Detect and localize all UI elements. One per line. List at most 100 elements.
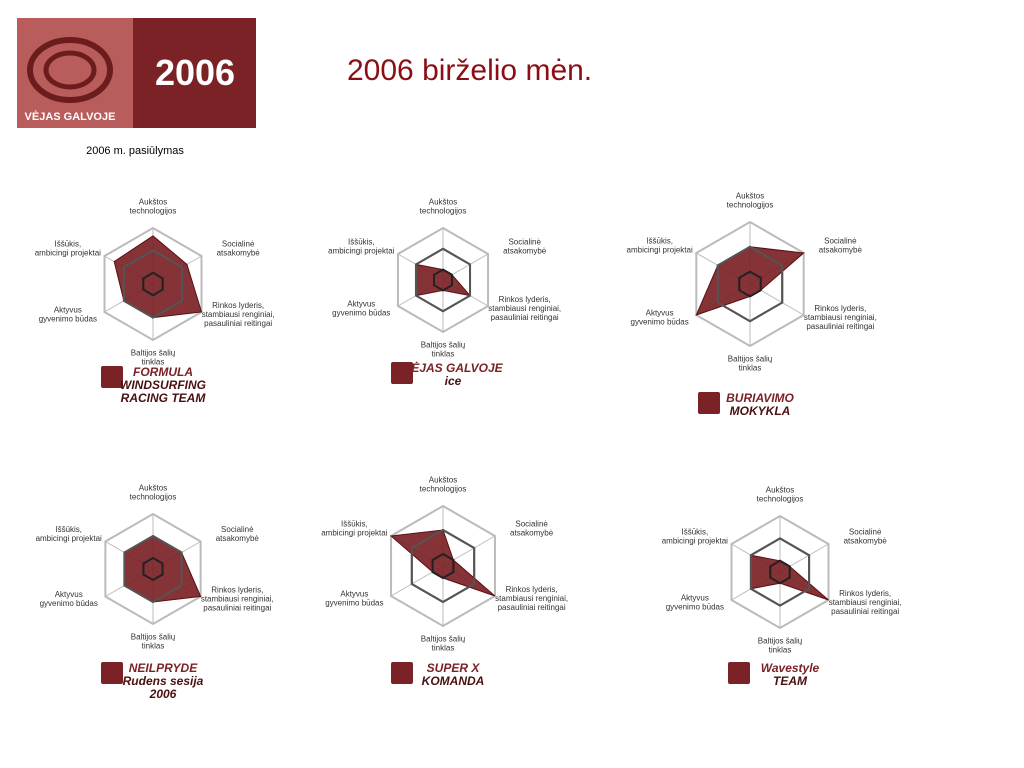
axis-label: pasauliniai reitingai	[831, 607, 899, 616]
axis-label: technologijos	[130, 493, 177, 502]
caption: ice	[445, 374, 462, 388]
axis-label: Rinkos lyderis,	[212, 301, 264, 310]
axis-label: gyvenimo būdas	[332, 309, 390, 318]
caption-logo	[698, 392, 720, 414]
caption: RACING TEAM	[121, 391, 207, 405]
axis-label: Rinkos lyderis,	[814, 304, 866, 313]
caption: MOKYKLA	[730, 404, 791, 418]
grid-ring	[432, 268, 454, 292]
axis-label: Aukštos	[139, 484, 167, 493]
caption: NEILPRYDE	[129, 661, 198, 675]
grid-ring	[716, 245, 784, 323]
grid-ring	[142, 271, 164, 297]
axis-label: ambicingi projektai	[35, 249, 101, 258]
caption: Rudens sesija	[123, 674, 204, 688]
axis-label: stambiausi renginiai,	[201, 595, 274, 604]
caption-logo	[391, 662, 413, 684]
axis-label: pasauliniai reitingai	[806, 322, 874, 331]
grid-ring	[123, 534, 183, 604]
axis-label: gyvenimo būdas	[39, 315, 97, 324]
axis-label: Baltijos šalių	[421, 634, 466, 643]
axis-label: technologijos	[757, 495, 804, 504]
caption-logo	[101, 662, 123, 684]
caption: Wavestyle	[761, 661, 820, 675]
axis-label: Iššūkis,	[348, 238, 375, 247]
caption-logo	[101, 366, 123, 388]
axis-label: gyvenimo būdas	[40, 599, 98, 608]
caption-logo	[391, 362, 413, 384]
axis-label: Aukštos	[766, 486, 794, 495]
axis-label: stambiausi renginiai,	[488, 304, 561, 313]
grid-ring	[410, 528, 476, 604]
axis-label: pasauliniai reitingai	[491, 313, 559, 322]
axis-label: Aukštos	[429, 476, 457, 485]
axis-label: Baltijos šalių	[421, 340, 466, 349]
grid-ring	[142, 556, 164, 582]
axis-label: ambicingi projektai	[36, 534, 102, 543]
caption: BURIAVIMO	[726, 391, 794, 405]
axis-label: Socialinė	[221, 525, 254, 534]
axis-label: Aktyvus	[681, 594, 709, 603]
axis-label: atsakomybė	[216, 534, 260, 543]
axis-label: pasauliniai reitingai	[204, 319, 272, 328]
axis-label: Iššūkis,	[646, 237, 673, 246]
axis-label: ambicingi projektai	[662, 537, 728, 546]
caption: VĖJAS GALVOJE	[403, 360, 503, 375]
axis-label: ambicingi projektai	[328, 247, 394, 256]
axis-label: gyvenimo būdas	[666, 603, 724, 612]
title: 2006 birželio mėn.	[347, 54, 592, 87]
axis-label: atsakomybė	[503, 247, 547, 256]
axis-label: Iššūkis,	[682, 528, 709, 537]
axis-label: tinklas	[142, 357, 165, 366]
caption: KOMANDA	[422, 674, 485, 688]
logo-swirl	[27, 37, 113, 103]
axis-label: Rinkos lyderis,	[506, 585, 558, 594]
axis-label: stambiausi renginiai,	[202, 310, 275, 319]
axis-label: Aktyvus	[347, 300, 375, 309]
axis-label: Iššūkis,	[55, 525, 82, 534]
grid-ring	[103, 226, 203, 342]
logo-dark	[133, 18, 256, 128]
axis-label: technologijos	[420, 485, 467, 494]
grid-ring	[738, 270, 762, 298]
grid-ring	[730, 514, 830, 630]
caption: 2006	[149, 687, 177, 701]
logo-year: 2006	[155, 52, 235, 93]
axis-label: Socialinė	[849, 528, 882, 537]
axis-label: tinklas	[432, 643, 455, 652]
axis-label: Socialinė	[222, 240, 255, 249]
axis-label: ambicingi projektai	[321, 529, 387, 538]
axis-label: Iššūkis,	[55, 240, 82, 249]
caption: FORMULA	[133, 365, 193, 379]
axis-label: Aukštos	[736, 192, 764, 201]
axis-label: Baltijos šalių	[758, 636, 803, 645]
grid-ring	[431, 552, 455, 580]
axis-label: pasauliniai reitingai	[498, 603, 566, 612]
axis-label: Socialinė	[824, 237, 857, 246]
axis-label: technologijos	[420, 207, 467, 216]
axis-label: Rinkos lyderis,	[211, 586, 263, 595]
caption: WINDSURFING	[120, 378, 206, 392]
logo-swirl	[43, 50, 97, 90]
axis-label: stambiausi renginiai,	[804, 313, 877, 322]
axis-label: technologijos	[130, 207, 177, 216]
axis-label: Aktyvus	[55, 590, 83, 599]
axis-label: gyvenimo būdas	[631, 318, 689, 327]
axis-label: Aktyvus	[646, 309, 674, 318]
axis-label: Socialinė	[515, 520, 548, 529]
caption: TEAM	[773, 674, 808, 688]
caption-logo	[728, 662, 750, 684]
axis-label: Iššūkis,	[341, 520, 368, 529]
grid-ring	[104, 512, 202, 626]
axis-label: ambicingi projektai	[627, 246, 693, 255]
axis-label: stambiausi renginiai,	[829, 598, 902, 607]
logo-text: VĖJAS GALVOJE	[25, 110, 116, 123]
axis-label: tinklas	[142, 641, 165, 650]
axis-label: Socialinė	[508, 238, 541, 247]
axis-label: atsakomybė	[844, 537, 888, 546]
grid-ring	[414, 247, 472, 313]
grid-ring	[749, 537, 811, 607]
grid-ring	[122, 249, 184, 319]
axis-label: Aktyvus	[54, 306, 82, 315]
